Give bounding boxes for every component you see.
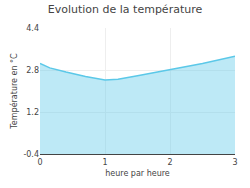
svg-text:2.8: 2.8 [26, 66, 39, 75]
svg-text:2: 2 [167, 158, 172, 167]
svg-text:4.4: 4.4 [26, 24, 39, 33]
svg-text:-0.4: -0.4 [23, 150, 39, 159]
svg-text:3: 3 [232, 158, 237, 167]
svg-text:1: 1 [102, 158, 107, 167]
svg-text:0: 0 [37, 158, 42, 167]
svg-text:Température en °C: Température en °C [9, 53, 19, 130]
svg-text:1.2: 1.2 [26, 108, 39, 117]
svg-text:heure par heure: heure par heure [105, 169, 170, 178]
svg-text:Evolution de la température: Evolution de la température [48, 3, 203, 16]
